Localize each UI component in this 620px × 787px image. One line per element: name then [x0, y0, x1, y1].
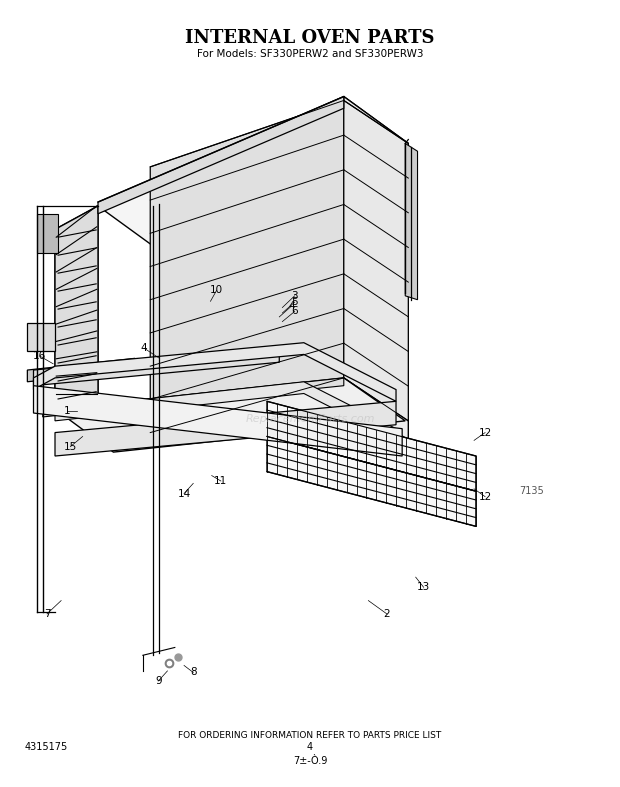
Polygon shape [55, 206, 98, 409]
Text: 11: 11 [215, 476, 228, 486]
Polygon shape [27, 323, 55, 350]
Polygon shape [27, 358, 135, 382]
Polygon shape [43, 378, 344, 417]
Polygon shape [98, 97, 409, 253]
Text: 4: 4 [288, 301, 295, 311]
Text: 12: 12 [479, 492, 492, 501]
Polygon shape [267, 437, 476, 527]
Text: 9: 9 [155, 676, 162, 686]
Text: INTERNAL OVEN PARTS: INTERNAL OVEN PARTS [185, 29, 435, 47]
Polygon shape [55, 382, 396, 441]
Text: 13: 13 [417, 582, 430, 593]
Polygon shape [37, 214, 58, 253]
Text: 16: 16 [33, 351, 46, 361]
Text: 1: 1 [64, 405, 71, 416]
Text: 14: 14 [177, 489, 191, 498]
Polygon shape [55, 401, 396, 456]
Text: 8: 8 [190, 667, 197, 678]
Text: 15: 15 [64, 442, 77, 452]
Text: ReplacementParts.com: ReplacementParts.com [246, 413, 374, 423]
Text: 7: 7 [43, 609, 50, 619]
Text: 10: 10 [210, 286, 223, 295]
Text: 12: 12 [479, 427, 492, 438]
Polygon shape [344, 97, 409, 441]
Polygon shape [55, 206, 98, 409]
Polygon shape [98, 97, 344, 214]
Text: 5: 5 [291, 297, 298, 307]
Polygon shape [33, 346, 279, 386]
Polygon shape [267, 401, 476, 491]
Text: 3: 3 [291, 291, 298, 301]
Text: 4: 4 [307, 742, 313, 752]
Polygon shape [150, 101, 344, 433]
Text: 6: 6 [291, 306, 298, 316]
Polygon shape [344, 101, 409, 421]
Text: 7135: 7135 [519, 486, 544, 496]
Text: For Models: SF330PERW2 and SF330PERW3: For Models: SF330PERW2 and SF330PERW3 [197, 49, 423, 58]
Polygon shape [33, 386, 402, 456]
Polygon shape [55, 378, 405, 452]
Text: 4: 4 [141, 343, 148, 353]
Text: 2: 2 [384, 609, 390, 619]
Polygon shape [33, 342, 396, 401]
Text: 4315175: 4315175 [24, 742, 68, 752]
Text: 7±-Ò.9: 7±-Ò.9 [293, 756, 327, 766]
Text: FOR ORDERING INFORMATION REFER TO PARTS PRICE LIST: FOR ORDERING INFORMATION REFER TO PARTS … [179, 731, 441, 741]
Polygon shape [405, 143, 417, 300]
